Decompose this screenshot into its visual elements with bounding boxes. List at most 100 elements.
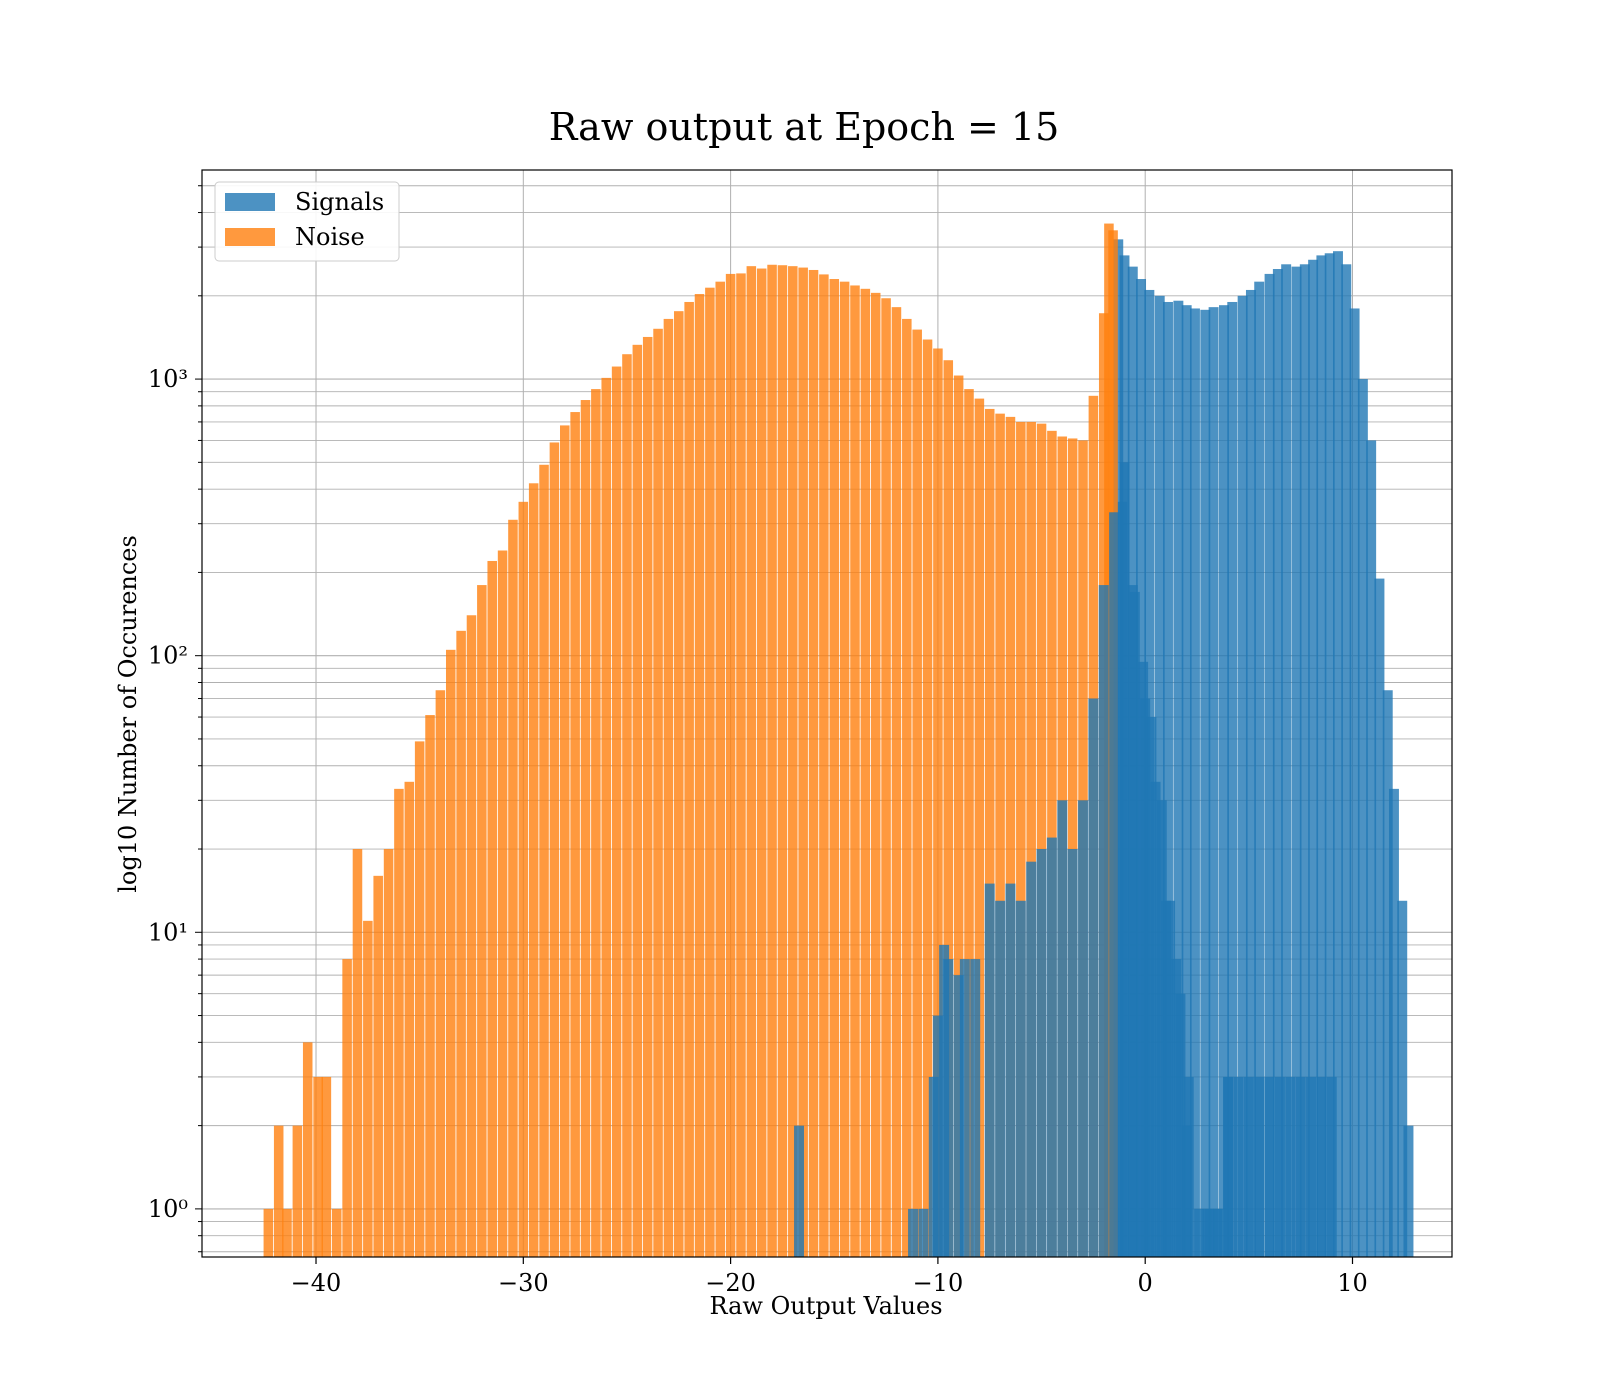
histogram-bar [394, 788, 404, 1257]
y-tick-label: 10¹ [148, 918, 188, 946]
histogram-bar [943, 959, 954, 1257]
histogram-bar [313, 1076, 323, 1257]
histogram-bar [1067, 438, 1078, 1258]
x-tick-label: 10 [1337, 1269, 1368, 1297]
histogram-bar [342, 959, 352, 1257]
histogram-bar [756, 268, 767, 1257]
histogram-bar [674, 311, 684, 1257]
x-axis-label: Raw Output Values [709, 1292, 942, 1320]
histogram-bar [767, 264, 777, 1257]
histogram-bar [964, 389, 974, 1258]
histogram-bar [1291, 266, 1302, 1257]
histogram-bar [1212, 1208, 1223, 1257]
histogram-bar [1202, 1208, 1213, 1257]
histogram-bar [798, 267, 808, 1257]
legend: Signals Noise [214, 181, 400, 262]
histogram-bar [984, 408, 995, 1257]
histogram-bar [445, 649, 456, 1257]
histogram-bar [1171, 959, 1182, 1257]
histogram-bar [1016, 421, 1026, 1257]
histogram-bar [788, 266, 798, 1257]
histogram-bar [860, 288, 871, 1257]
histogram-bar [1388, 788, 1399, 1257]
histogram-bar [1219, 305, 1229, 1257]
histogram-bar [435, 690, 446, 1257]
histogram-bar [302, 1042, 313, 1257]
histogram-bar [363, 920, 373, 1257]
histogram-bar [383, 849, 394, 1257]
histogram-bar [373, 875, 383, 1257]
histogram-bar [591, 389, 601, 1258]
histogram-bar [1233, 1076, 1244, 1257]
histogram-bar [995, 900, 1006, 1257]
histogram-bar [725, 273, 736, 1257]
histogram-bar [974, 398, 985, 1258]
histogram-bar [518, 501, 529, 1257]
histogram-bar [549, 442, 560, 1258]
y-tick-label: 10³ [148, 365, 188, 393]
histogram-bar [1150, 781, 1161, 1257]
histogram-bar [736, 273, 746, 1257]
histogram-bar [715, 281, 726, 1257]
histogram-bar [1223, 1076, 1234, 1257]
histogram-bar [1160, 900, 1171, 1257]
histogram-bar [959, 959, 970, 1257]
histogram-bar [1227, 301, 1238, 1258]
histogram-bar [580, 400, 591, 1257]
histogram-bar [1264, 1076, 1275, 1257]
y-axis-label: log10 Number of Occurences [114, 535, 142, 893]
histogram-bar [746, 266, 757, 1257]
histogram-bar [622, 354, 632, 1258]
x-tick-label: −30 [498, 1269, 549, 1297]
histogram-bar [528, 483, 539, 1257]
histogram-bar [352, 849, 363, 1257]
histogram-bar [943, 360, 954, 1258]
histogram-bar [1366, 440, 1377, 1257]
histogram-bar [1189, 308, 1200, 1258]
histogram-bar [1046, 837, 1057, 1257]
histogram-bar [1129, 591, 1140, 1257]
histogram-bar [839, 281, 850, 1257]
histogram-bar [331, 1208, 342, 1257]
histogram-bar [497, 550, 508, 1257]
histogram-bar [414, 741, 425, 1257]
histogram-bar [1357, 379, 1368, 1258]
legend-swatch-noise [225, 228, 275, 246]
histogram-bar [1237, 295, 1248, 1257]
histogram-bar [539, 464, 549, 1257]
histogram-bar [1285, 1076, 1296, 1257]
histogram-bar [1026, 861, 1037, 1257]
x-tick-label: 0 [1138, 1269, 1153, 1297]
histogram-bar [466, 615, 477, 1257]
histogram-bar [1109, 512, 1120, 1257]
histogram-bar [663, 318, 674, 1257]
histogram-bar [1264, 273, 1275, 1257]
histogram-bar [995, 413, 1005, 1257]
histogram-bar [970, 959, 981, 1257]
histogram-bar [1324, 253, 1335, 1257]
histogram-bar [560, 425, 570, 1257]
histogram-bar [1374, 578, 1385, 1257]
histogram-bar [1397, 900, 1408, 1257]
histogram-bar [1005, 883, 1016, 1257]
histogram-bar [1078, 800, 1088, 1257]
histogram-bar [1306, 1076, 1317, 1257]
histogram-bar [891, 307, 902, 1257]
histogram-bar [1119, 462, 1130, 1258]
y-tick-label: 10² [148, 642, 188, 670]
histogram-bar [1254, 281, 1265, 1257]
histogram-bar [694, 294, 705, 1257]
histogram-bar [1057, 800, 1068, 1257]
histogram-bar [1067, 849, 1078, 1257]
histogram-bar [1154, 295, 1165, 1257]
histogram-bar [1403, 1125, 1414, 1257]
histogram-bar [487, 560, 497, 1257]
histogram-bar [1274, 1076, 1285, 1257]
histogram-bar [1243, 1076, 1254, 1257]
axis-ticks: −40 −30 −20 −10 0 10 10⁰ 10¹ 10² 10³ [148, 185, 1368, 1297]
legend-label-signals: Signals [295, 188, 384, 216]
histogram-bars [263, 223, 1414, 1258]
histogram-bar [777, 265, 788, 1258]
histogram-bar [1181, 305, 1192, 1257]
